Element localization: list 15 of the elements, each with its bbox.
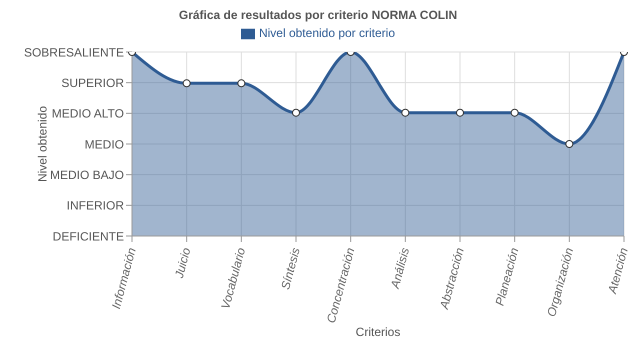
category-label: DEFICIENTE (52, 229, 124, 244)
category-label: SUPERIOR (61, 76, 124, 90)
x-tick-label: Atención (604, 246, 631, 296)
category-label: INFERIOR (66, 198, 124, 213)
chart-title: Gráfica de resultados por criterio NORMA COLIN (178, 8, 458, 22)
x-tick-label: Síntesis (278, 246, 303, 292)
legend-label: Nivel obtenido por criterio (258, 26, 396, 40)
category-label: SOBRESALIENTE (24, 45, 124, 60)
category-label: MEDIO (84, 137, 124, 152)
category-label: MEDIO ALTO (52, 106, 124, 121)
y-axis-title: Nivel obtenido (35, 106, 50, 182)
x-tick-label: Juicio (172, 246, 194, 280)
category-label: MEDIO BAJO (50, 168, 124, 182)
x-tick-label: Análisis (388, 246, 412, 291)
x-axis-title: Criterios (356, 325, 400, 339)
